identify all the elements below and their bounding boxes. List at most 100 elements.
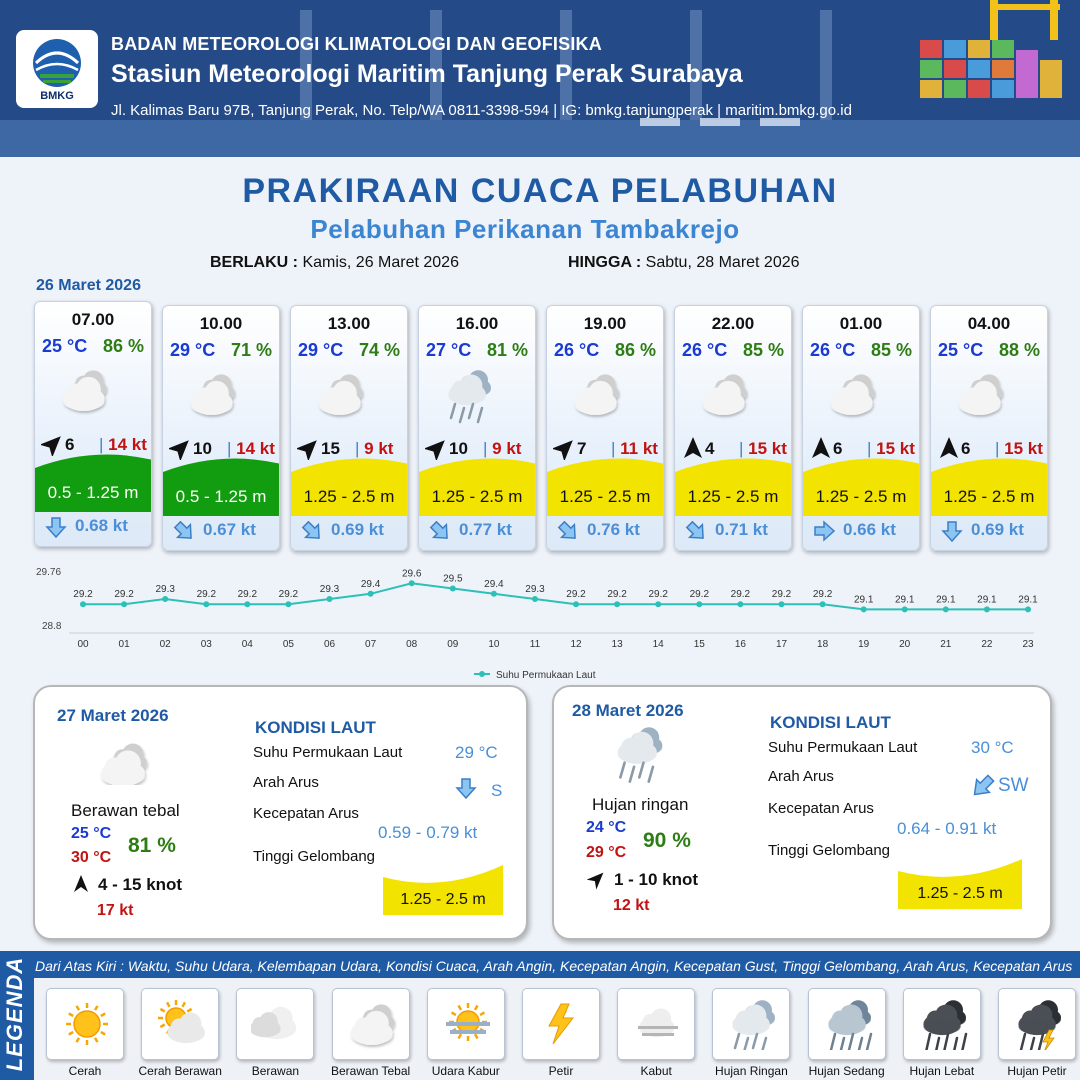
forecast-wind-speed: 6 (65, 435, 75, 454)
data-point (285, 601, 292, 608)
data-point (696, 601, 703, 608)
day2-current-direction-icon (455, 778, 477, 800)
forecast-humidity: 74 % (358, 340, 400, 360)
data-point (367, 590, 374, 597)
forecast-temperature: 26 °C (810, 340, 856, 360)
day3-temp-max: 29 °C (586, 844, 627, 861)
data-label: 29.2 (648, 589, 668, 600)
data-label: 29.2 (731, 589, 751, 600)
y-tick-label: 28.8 (42, 621, 62, 632)
forecast-wind-speed: 15 (321, 439, 340, 458)
berawan-tebal-icon (350, 1004, 395, 1046)
forecast-time: 10.00 (199, 314, 243, 333)
x-tick-label: 18 (817, 639, 829, 650)
x-tick-label: 23 (1022, 639, 1034, 650)
forecast-time: 16.00 (455, 314, 499, 333)
data-point (942, 606, 949, 613)
forecast-gust-value: 14 kt (108, 435, 147, 454)
data-label: 29.2 (566, 589, 586, 600)
x-tick-label: 09 (447, 639, 459, 650)
day3-gust: 12 kt (613, 897, 650, 914)
forecast-wave-height: 1.25 - 2.5 m (431, 487, 523, 506)
x-tick-label: 20 (899, 639, 911, 650)
x-tick-label: 01 (119, 639, 131, 650)
legend-item-label: Hujan Sedang (808, 1064, 885, 1078)
berawan-tebal-icon (830, 374, 875, 416)
current-direction-icon (557, 520, 576, 539)
day3-current-speed: 0.64 - 0.91 kt (897, 819, 997, 838)
hujan-lebat-icon (923, 1000, 968, 1050)
day3-date: 28 Maret 2026 (572, 701, 684, 720)
day2-wave-label: Tinggi Gelombang (253, 848, 376, 865)
forecast-wave-height: 1.25 - 2.5 m (815, 487, 907, 506)
wind-direction-icon (297, 440, 317, 460)
forecast-gust-value: 15 kt (1004, 439, 1043, 458)
page-subtitle: Pelabuhan Perikanan Tambakrejo (310, 214, 740, 244)
data-point (490, 590, 497, 597)
wind-direction-icon (553, 440, 573, 460)
forecast-humidity: 88 % (998, 340, 1040, 360)
x-tick-label: 17 (776, 639, 788, 650)
day3-current-direction-icon (973, 774, 995, 796)
forecast-wave-height: 1.25 - 2.5 m (943, 487, 1035, 506)
data-label: 29.2 (238, 589, 258, 600)
x-tick-label: 19 (858, 639, 870, 650)
forecast-gust: | 14 kt (99, 435, 147, 455)
wind-direction-icon (41, 436, 61, 456)
organization-name: BADAN METEOROLOGI KLIMATOLOGI DAN GEOFIS… (111, 34, 602, 54)
forecast-card: 13.00 29 °C 74 % 15 | 9 kt 1.25 - 2.5 m … (290, 305, 408, 551)
valid-from: BERLAKU : Kamis, 26 Maret 2026 (210, 254, 459, 272)
wind-direction-icon (425, 440, 445, 460)
data-label: 29.3 (525, 584, 545, 595)
forecast-current-speed: 0.76 kt (587, 520, 640, 539)
forecast-time: 07.00 (71, 310, 115, 329)
forecast-current-speed: 0.71 kt (715, 520, 768, 539)
day3-wave-shape (898, 859, 1022, 909)
wind-direction-icon (940, 437, 958, 458)
series-line (83, 582, 1028, 611)
data-label: 29.6 (402, 568, 422, 579)
wave-shape (35, 454, 151, 512)
forecast-temperature: 25 °C (42, 336, 88, 356)
data-label: 29.2 (607, 589, 627, 600)
forecast-gust-value: 11 kt (620, 439, 658, 458)
day3-sst: 30 °C (971, 738, 1014, 757)
day2-wind-speed: 4 - 15 knot (98, 875, 183, 894)
legend-item-label: Berawan Tebal (331, 1064, 411, 1078)
data-point (203, 601, 210, 608)
data-label: 29.2 (73, 589, 93, 600)
current-direction-icon (941, 521, 963, 543)
day2-wave-shape (383, 865, 503, 915)
x-tick-label: 21 (940, 639, 952, 650)
valid-to-label: HINGGA : (568, 254, 642, 271)
data-label: 29.2 (690, 589, 710, 600)
forecast-wind-speed: 7 (577, 439, 587, 458)
forecast-wind-speed: 10 (449, 439, 468, 458)
hujan-sedang-icon (827, 1000, 872, 1050)
current-direction-icon (173, 520, 192, 539)
forecast-wave-height: 1.25 - 2.5 m (687, 487, 779, 506)
legend-icons: Cerah Cerah Berawan Berawan Berawan Tebal Ud… (34, 978, 1080, 1080)
forecast-current-speed: 0.77 kt (459, 520, 512, 539)
x-tick-label: 15 (694, 639, 706, 650)
forecast-current-speed: 0.67 kt (203, 520, 256, 539)
gust-separator: | (483, 439, 488, 458)
forecast-wave-height: 1.25 - 2.5 m (303, 487, 395, 506)
day2-humidity: 81 % (128, 834, 176, 857)
forecast-wind-speed: 6 (833, 439, 843, 458)
forecast-wave-height: 0.5 - 1.25 m (47, 483, 139, 502)
day3-summary: 28 Maret 2026 Hujan ringan 24 °C 29 °C 9… (552, 685, 1052, 940)
legend-panel: LEGENDA Dari Atas Kiri : Waktu, Suhu Uda… (0, 951, 1080, 1080)
bmkg-logo: BMKG (16, 30, 98, 108)
day3-temp-min: 24 °C (586, 819, 627, 836)
data-point (614, 601, 621, 608)
x-tick-label: 08 (406, 639, 418, 650)
valid-from-value: Kamis, 26 Maret 2026 (302, 254, 459, 271)
data-point (737, 601, 744, 608)
forecast-wind-speed: 10 (193, 439, 212, 458)
forecast-card: 04.00 25 °C 88 % 6 | 15 kt 1.25 - 2.5 m … (930, 305, 1048, 551)
berawan-tebal-icon (702, 374, 747, 416)
data-point (1025, 606, 1031, 613)
data-point (121, 601, 128, 608)
wave-shape (675, 458, 791, 516)
